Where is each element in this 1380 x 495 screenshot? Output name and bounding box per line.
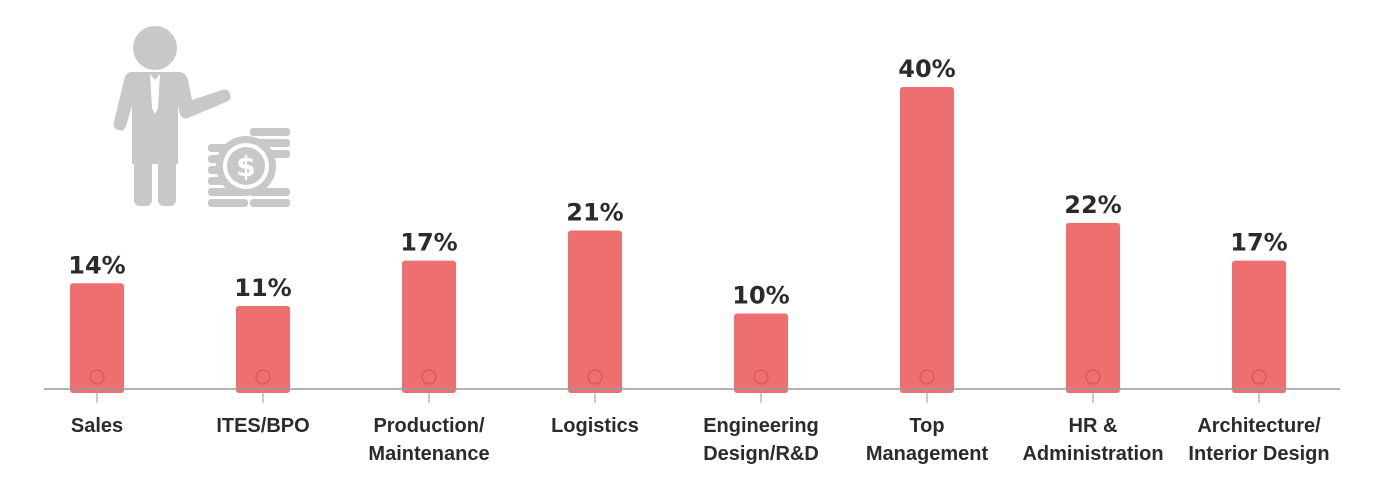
value-label-4: 10% xyxy=(732,282,789,310)
bar-4 xyxy=(734,313,788,393)
category-label-line: ITES/BPO xyxy=(216,415,309,437)
salary-illustration: $ xyxy=(113,26,290,207)
category-label-line: Design/R&D xyxy=(703,443,819,465)
value-label-5: 40% xyxy=(898,55,955,83)
category-label-3: Logistics xyxy=(551,415,639,437)
businessman-icon xyxy=(113,26,231,206)
tick-marker-5 xyxy=(919,369,935,385)
tick-marker-2 xyxy=(421,369,437,385)
bar-1 xyxy=(236,305,290,393)
category-label-2: Production/Maintenance xyxy=(368,415,489,465)
value-label-7: 17% xyxy=(1230,229,1287,257)
category-label-line: Maintenance xyxy=(368,443,489,465)
tick-marker-4 xyxy=(753,369,769,385)
tick-marker-6 xyxy=(1085,369,1101,385)
category-label-line: Sales xyxy=(71,415,123,437)
bar-7 xyxy=(1232,260,1286,393)
tick-marker-1 xyxy=(255,369,271,385)
category-label-0: Sales xyxy=(71,415,123,437)
value-label-2: 17% xyxy=(400,229,457,257)
bar-6 xyxy=(1066,222,1120,393)
value-label-1: 11% xyxy=(234,274,291,302)
value-label-3: 21% xyxy=(566,198,623,226)
category-label-line: HR & xyxy=(1069,415,1118,437)
tick-marker-0 xyxy=(89,369,105,385)
category-label-line: Management xyxy=(866,443,989,465)
bar-2 xyxy=(402,260,456,393)
tick-marker-3 xyxy=(587,369,603,385)
category-label-6: HR & Administration xyxy=(1022,415,1163,465)
bar-3 xyxy=(568,230,622,393)
category-label-1: ITES/BPO xyxy=(216,415,309,437)
tick-marker-7 xyxy=(1251,369,1267,385)
category-label-5: Top Management xyxy=(866,415,989,465)
category-label-line: Production/ xyxy=(373,415,485,437)
category-label-line: Interior Design xyxy=(1188,443,1329,465)
category-label-7: Architecture/Interior Design xyxy=(1188,415,1329,465)
category-label-line: Logistics xyxy=(551,415,639,437)
category-label-4: Engineering Design/R&D xyxy=(703,415,819,465)
value-label-0: 14% xyxy=(68,251,125,279)
category-label-line: Top xyxy=(909,415,944,437)
svg-text:$: $ xyxy=(236,150,255,183)
category-label-line: Administration xyxy=(1022,443,1163,465)
bar-5 xyxy=(900,87,954,393)
category-label-line: Architecture/ xyxy=(1197,415,1321,437)
category-label-line: Engineering xyxy=(703,415,819,437)
value-label-6: 22% xyxy=(1064,191,1121,219)
dollar-coin-icon: $ xyxy=(216,136,276,196)
bar-0 xyxy=(70,283,124,393)
